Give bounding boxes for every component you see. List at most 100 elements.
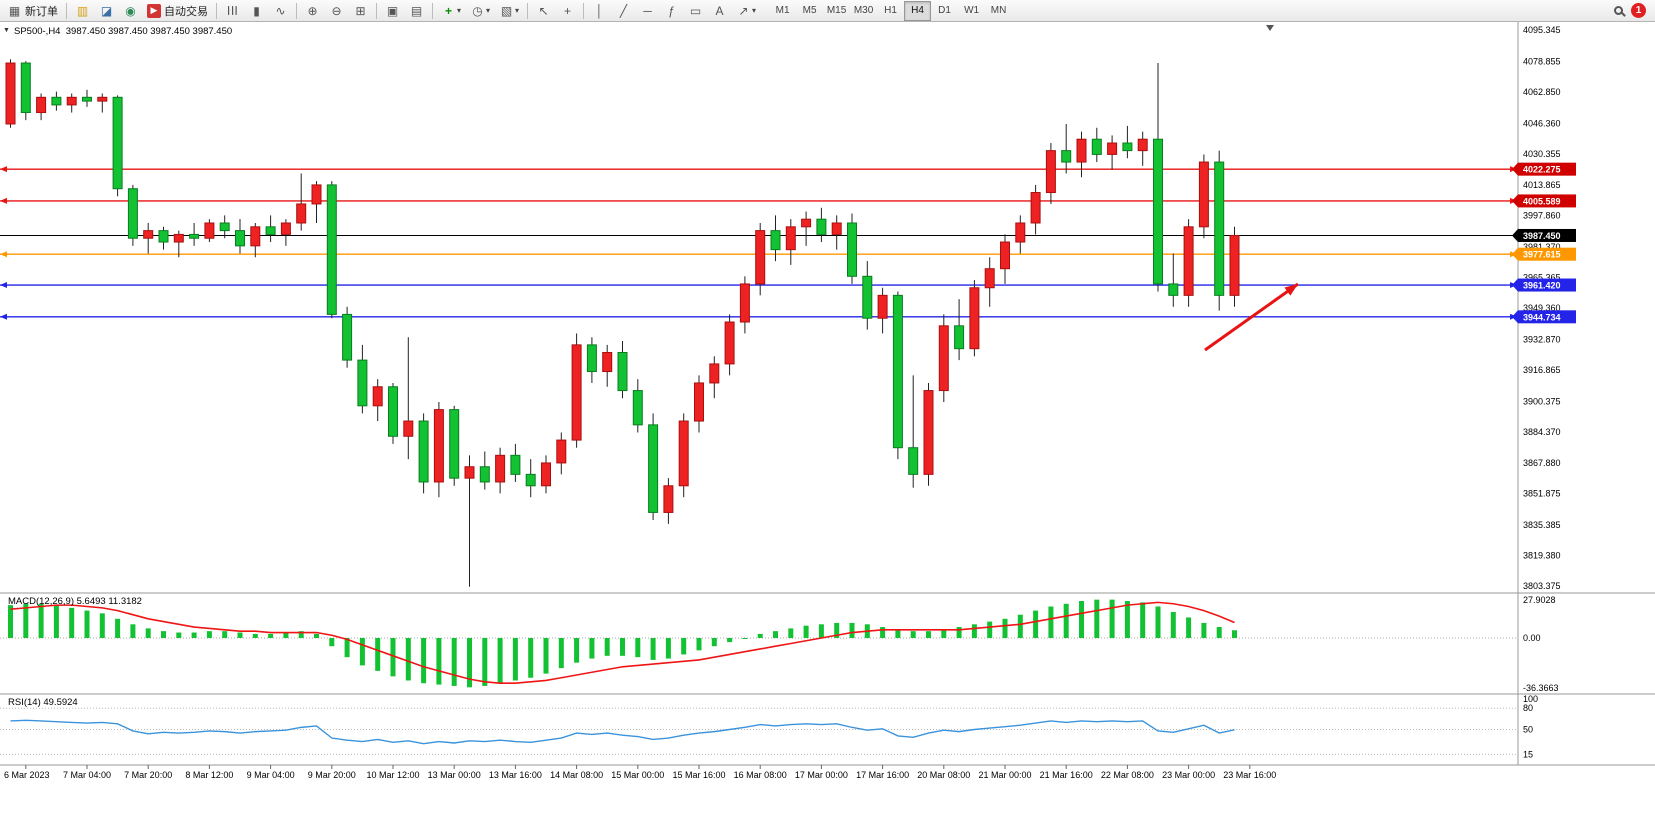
rsi-line bbox=[10, 719, 1235, 745]
time-axis-label: 16 Mar 08:00 bbox=[734, 770, 787, 780]
indicators-button[interactable]: + ▾ bbox=[437, 1, 465, 21]
shapes-icon: ▭ bbox=[689, 3, 702, 18]
macd-histogram-bar bbox=[895, 629, 901, 638]
price-badge-pointer bbox=[1512, 162, 1518, 176]
candle-bullish bbox=[785, 226, 796, 251]
line-chart-button[interactable]: ∿ bbox=[269, 1, 292, 21]
timeframe-W1[interactable]: W1 bbox=[958, 1, 985, 21]
arrows-tool-button[interactable]: ↗ ▾ bbox=[732, 1, 760, 21]
time-axis-label: 22 Mar 08:00 bbox=[1101, 770, 1154, 780]
navigator-button[interactable]: ◉ bbox=[119, 1, 142, 21]
price-axis-label: 4062.850 bbox=[1523, 87, 1561, 97]
timeframe-MN[interactable]: MN bbox=[985, 1, 1012, 21]
candle-bullish bbox=[709, 363, 720, 384]
line-end-marker bbox=[0, 197, 7, 204]
macd-histogram-bar bbox=[665, 638, 671, 659]
zoom-in-button[interactable]: ⊕ bbox=[301, 1, 324, 21]
tile-windows-button[interactable]: ⊞ bbox=[349, 1, 372, 21]
new-order-button[interactable]: ▦ 新订单 bbox=[3, 1, 62, 21]
time-axis-label: 9 Mar 20:00 bbox=[308, 770, 356, 780]
candle-bearish bbox=[632, 390, 643, 426]
vertical-line-button[interactable]: │ bbox=[588, 1, 611, 21]
bars-chart-icon: ☰ bbox=[225, 5, 240, 16]
rsi-axis-label: 50 bbox=[1523, 725, 1533, 735]
time-axis-label: 20 Mar 08:00 bbox=[917, 770, 970, 780]
horizontal-line-button[interactable]: ─ bbox=[636, 1, 659, 21]
candle-bullish bbox=[5, 62, 16, 125]
candle-bearish bbox=[862, 275, 873, 319]
timeframe-H1[interactable]: H1 bbox=[877, 1, 904, 21]
candle-bullish bbox=[694, 382, 704, 422]
toolbar-right-group: 1 bbox=[1614, 3, 1652, 18]
macd-histogram-bar bbox=[23, 603, 29, 638]
shapes-button[interactable]: ▭ bbox=[684, 1, 707, 21]
candle-bearish bbox=[326, 184, 337, 315]
candle-bullish bbox=[250, 226, 261, 247]
candle-bullish bbox=[143, 230, 154, 239]
price-axis-label: 3819.380 bbox=[1523, 551, 1561, 561]
candlestick-chart-button[interactable]: ▮ bbox=[245, 1, 268, 21]
candle-bearish bbox=[189, 233, 200, 239]
macd-histogram-bar bbox=[696, 638, 702, 651]
macd-histogram-bar bbox=[788, 628, 794, 638]
timeframe-M1[interactable]: M1 bbox=[769, 1, 796, 21]
timeframe-M15[interactable]: M15 bbox=[823, 1, 850, 21]
candle-bearish bbox=[479, 466, 490, 483]
chart-window[interactable]: 4095.345 4078.855 4062.850 4046.360 4030.355… bbox=[0, 22, 1655, 827]
macd-histogram-bar bbox=[314, 633, 319, 638]
macd-histogram-bar bbox=[1232, 630, 1237, 638]
arrange-windows-button[interactable]: ▤ bbox=[405, 1, 428, 21]
macd-histogram-bar bbox=[1063, 603, 1069, 638]
cursor-tool-button[interactable]: ↖ bbox=[532, 1, 555, 21]
templates-button[interactable]: ▧ ▾ bbox=[495, 1, 523, 21]
line-chart-icon: ∿ bbox=[275, 3, 286, 18]
price-axis-label: 3867.880 bbox=[1523, 458, 1561, 468]
cascade-windows-button[interactable]: ▣ bbox=[381, 1, 404, 21]
crosshair-tool-button[interactable]: + bbox=[556, 1, 579, 21]
data-window-button[interactable]: ◪ bbox=[95, 1, 118, 21]
zoom-out-button[interactable]: ⊖ bbox=[325, 1, 348, 21]
autotrading-button[interactable]: ▶ 自动交易 bbox=[143, 1, 212, 21]
macd-histogram-bar bbox=[1140, 602, 1146, 638]
macd-histogram-bar bbox=[681, 638, 687, 655]
macd-histogram-bar bbox=[1048, 606, 1054, 638]
trendline-button[interactable]: ╱ bbox=[612, 1, 635, 21]
fibonacci-icon: ƒ bbox=[668, 3, 675, 18]
price-axis-label: 4013.865 bbox=[1523, 180, 1561, 190]
macd-histogram-bar bbox=[130, 624, 136, 638]
chevron-down-icon: ▾ bbox=[515, 6, 520, 15]
market-watch-button[interactable]: ▥ bbox=[71, 1, 94, 21]
trend-arrow-annotation[interactable] bbox=[1204, 282, 1299, 352]
timeframe-M30[interactable]: M30 bbox=[850, 1, 877, 21]
macd-histogram-bar bbox=[467, 638, 472, 688]
arrange-windows-icon: ▤ bbox=[410, 3, 423, 18]
macd-histogram-bar bbox=[69, 607, 75, 638]
macd-histogram-bar bbox=[512, 638, 518, 681]
text-tool-button[interactable]: A bbox=[708, 1, 731, 21]
price-badge-label: 3961.420 bbox=[1523, 281, 1561, 291]
macd-histogram-bar bbox=[650, 638, 656, 660]
macd-histogram-bar bbox=[405, 638, 411, 681]
chart-canvas[interactable]: 4095.345 4078.855 4062.850 4046.360 4030.355… bbox=[0, 22, 1655, 827]
macd-histogram-bar bbox=[329, 638, 335, 647]
chart-shift-marker[interactable] bbox=[1266, 25, 1274, 31]
timeframe-M5[interactable]: M5 bbox=[796, 1, 823, 21]
macd-histogram-bar bbox=[176, 632, 182, 638]
notification-badge[interactable]: 1 bbox=[1631, 3, 1646, 18]
candle-bullish bbox=[97, 96, 108, 102]
macd-histogram-bar bbox=[1002, 618, 1008, 638]
macd-signal-line bbox=[10, 601, 1235, 685]
time-axis-label: 14 Mar 08:00 bbox=[550, 770, 603, 780]
periods-button[interactable]: ◷ ▾ bbox=[466, 1, 494, 21]
timeframe-H4[interactable]: H4 bbox=[904, 0, 932, 21]
bars-chart-button[interactable]: ☰ bbox=[221, 1, 244, 21]
macd-histogram-bar bbox=[497, 638, 503, 684]
search-icon[interactable] bbox=[1614, 6, 1623, 15]
fibonacci-button[interactable]: ƒ bbox=[660, 1, 683, 21]
price-axis-label: 3900.375 bbox=[1523, 396, 1561, 406]
timeframe-D1[interactable]: D1 bbox=[931, 1, 958, 21]
price-badge bbox=[1518, 194, 1576, 208]
macd-histogram-bar bbox=[620, 638, 625, 656]
time-axis-label: 13 Mar 16:00 bbox=[489, 770, 542, 780]
macd-histogram-bar bbox=[880, 627, 886, 638]
